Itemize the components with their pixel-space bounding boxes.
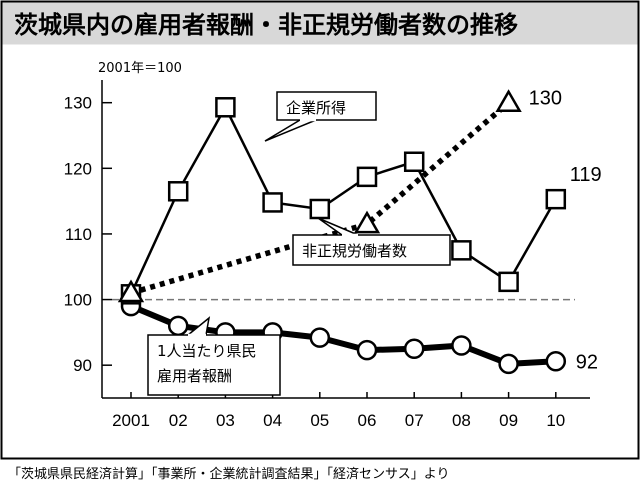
y-tick-label: 120 <box>64 159 92 178</box>
data-point-square <box>262 192 283 213</box>
axis-layer: 90 100 110 120 130 2001 02 03 04 05 06 07 08 09 10 <box>64 80 590 430</box>
base-note: 2001年＝100 <box>98 61 182 76</box>
label-non-regular-workers-box <box>292 234 451 266</box>
series-line-corporate-income <box>129 104 557 295</box>
label-employee-compensation-text: 雇用者報酬 <box>157 367 232 385</box>
x-tick-label: 05 <box>310 411 329 430</box>
data-point-triangle <box>353 210 381 234</box>
end-label-corporate-income: 119 <box>570 164 602 186</box>
series-line-non-regular-workers <box>130 100 511 296</box>
label-employee-compensation-box <box>147 334 281 396</box>
x-tick-label: 07 <box>405 411 424 430</box>
end-label-non-regular-workers: 130 <box>529 88 562 110</box>
x-tick-label: 04 <box>263 411 282 430</box>
label-corporate-income-text: 企業所得 <box>286 99 346 117</box>
data-point-square <box>215 97 236 118</box>
end-label-employee-compensation: 92 <box>576 351 598 373</box>
x-tick-label: 03 <box>216 411 235 430</box>
label-corporate-income-box <box>276 91 377 121</box>
x-tick-label: 10 <box>546 411 565 430</box>
title-band <box>2 2 638 45</box>
y-tick-label: 110 <box>65 225 92 244</box>
y-tick-label: 130 <box>64 94 92 113</box>
x-tick-label: 2001 <box>112 411 150 430</box>
chart-title: 茨城県内の雇用者報酬・非正規労働者数の推移 <box>14 11 518 39</box>
label-non-regular-workers: 非正規労働者数 <box>292 217 451 266</box>
x-tick-label: 09 <box>499 411 518 430</box>
data-point-square <box>167 181 189 202</box>
data-point-square <box>498 271 519 293</box>
y-tick-label: 90 <box>73 356 92 375</box>
data-point-triangle <box>117 279 145 303</box>
data-point-circle <box>498 353 519 375</box>
y-tick-label: 100 <box>64 291 92 310</box>
data-point-square <box>356 166 378 188</box>
data-point-circle <box>356 339 378 361</box>
data-point-circle <box>403 338 425 360</box>
data-point-square <box>309 198 331 220</box>
data-point-circle <box>309 327 331 348</box>
x-tick-label: 08 <box>452 411 471 430</box>
data-point-square <box>545 188 567 210</box>
data-point-square <box>451 240 472 261</box>
source-note: 「茨城県県民経済計算」「事業所・企業統計調査結果」「経済センサス」より <box>8 466 449 482</box>
label-corporate-income: 企業所得 <box>264 91 377 142</box>
x-tick-label: 02 <box>169 411 188 430</box>
data-point-circle <box>545 351 567 372</box>
label-non-regular-workers-text: 非正規労働者数 <box>302 242 407 260</box>
data-point-square <box>403 151 425 172</box>
chart-frame <box>0 0 640 460</box>
data-point-triangle <box>495 89 522 112</box>
data-point-circle <box>167 315 189 337</box>
label-employee-compensation-text: 1人当たり県民 <box>157 342 257 360</box>
x-tick-label: 06 <box>358 411 377 430</box>
data-point-circle <box>451 335 472 356</box>
